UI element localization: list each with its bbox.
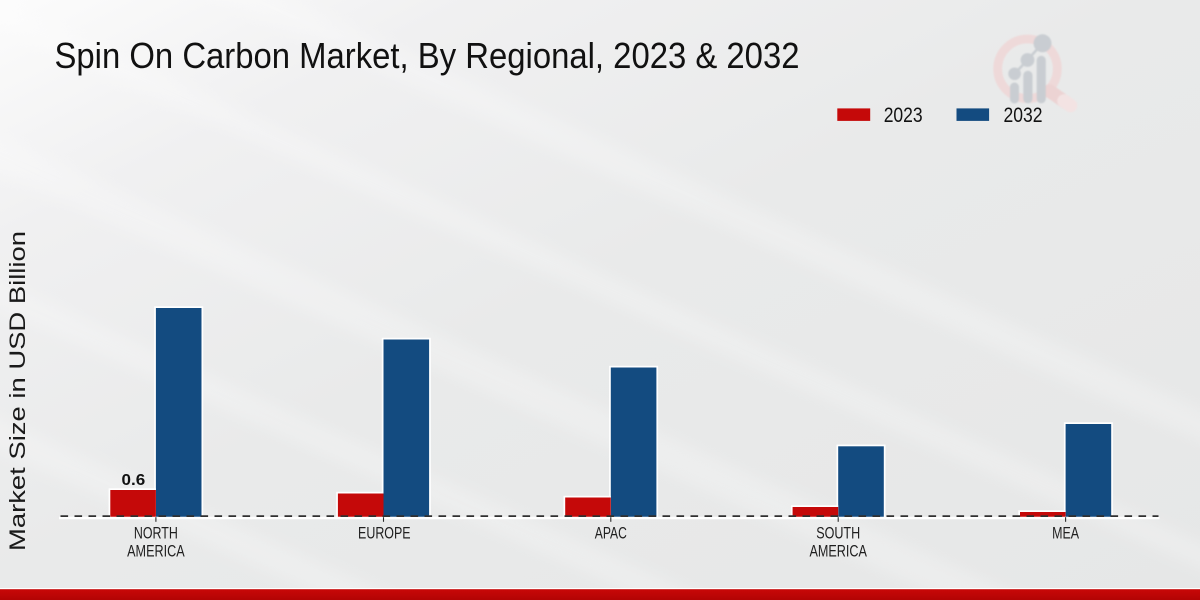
svg-text:MEA: MEA [1052,523,1079,542]
svg-text:AMERICA: AMERICA [127,542,185,561]
svg-text:EUROPE: EUROPE [358,523,411,542]
svg-text:AMERICA: AMERICA [809,542,867,561]
svg-text:0.6: 0.6 [122,472,146,489]
svg-text:NORTH: NORTH [134,523,178,542]
svg-text:SOUTH: SOUTH [816,523,860,542]
svg-text:2023: 2023 [884,103,923,127]
svg-text:APAC: APAC [595,523,627,542]
svg-text:Spin On Carbon Market, By Regi: Spin On Carbon Market, By Regional, 2023… [55,35,800,76]
svg-text:Market Size in USD Billion: Market Size in USD Billion [5,231,30,551]
svg-text:2032: 2032 [1004,103,1043,127]
